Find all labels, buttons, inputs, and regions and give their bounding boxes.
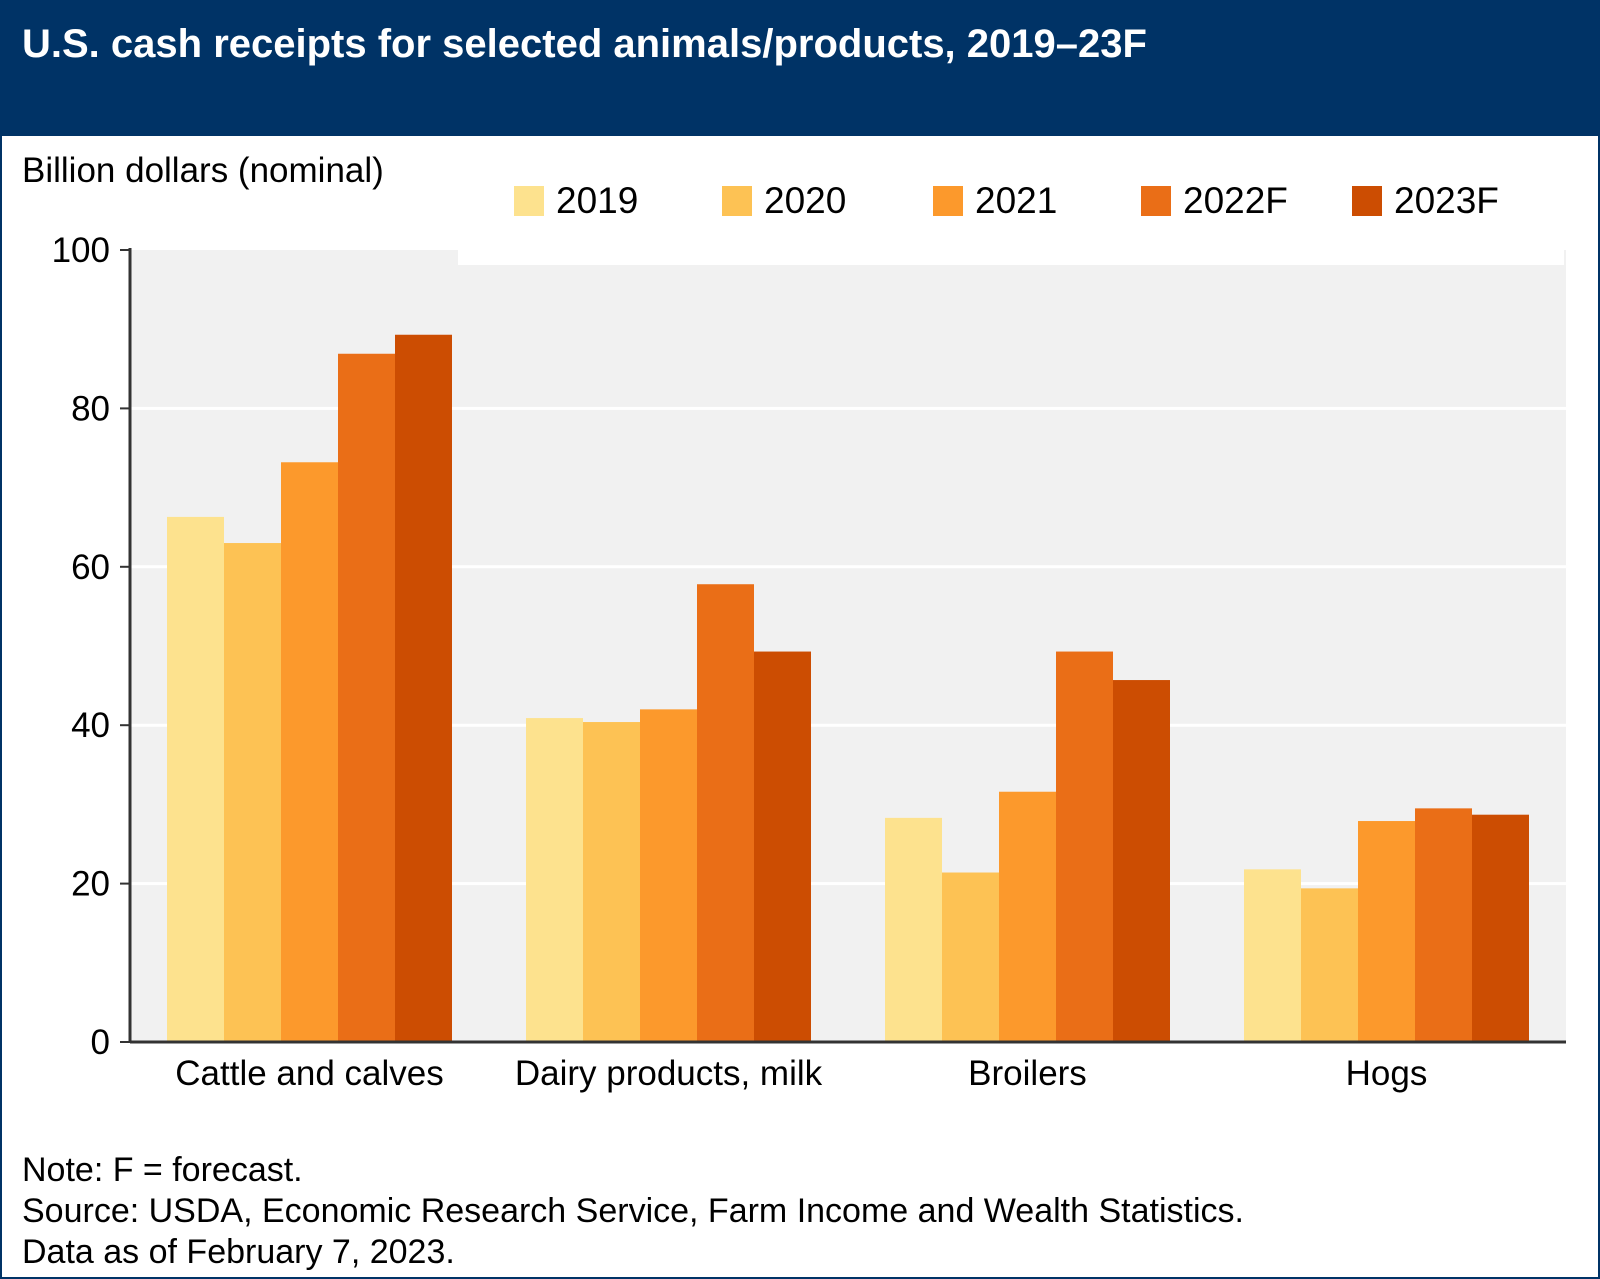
y-tick-label: 60: [71, 548, 110, 587]
title-bar: U.S. cash receipts for selected animals/…: [2, 2, 1598, 136]
bar-2019-2: [885, 817, 942, 1042]
bar-2020-1: [583, 722, 640, 1042]
legend-swatch-2019: [514, 186, 544, 216]
bar-2023f-1: [754, 651, 811, 1042]
legend-label-2022f: 2022F: [1183, 180, 1288, 221]
x-tick-label: Cattle and calves: [175, 1054, 443, 1093]
bar-2022f-0: [338, 353, 395, 1042]
bar-2021-2: [999, 791, 1056, 1042]
data-date-text: Data as of February 7, 2023.: [22, 1233, 455, 1271]
chart-notes: Note: F = forecast. Source: USDA, Econom…: [22, 1150, 1244, 1273]
legend-swatch-2021: [933, 186, 963, 216]
y-tick-label: 100: [52, 231, 110, 270]
legend: 2019 2020 2021 2022F 2023F: [2, 178, 1598, 226]
bar-2022f-2: [1056, 651, 1113, 1042]
bar-2021-1: [640, 709, 697, 1042]
legend-label-2021: 2021: [975, 180, 1058, 221]
legend-swatch-2022f: [1141, 186, 1171, 216]
y-axis-label: Billion dollars (nominal): [22, 151, 384, 190]
source-text: Source: USDA, Economic Research Service,…: [22, 1192, 1244, 1230]
legend-label-2019: 2019: [556, 180, 639, 221]
bar-2019-1: [526, 718, 583, 1042]
bar-2021-0: [281, 462, 338, 1043]
bar-2020-3: [1301, 888, 1358, 1042]
y-tick-label: 0: [91, 1023, 110, 1062]
y-tick-label: 40: [71, 706, 110, 745]
bar-2020-0: [224, 543, 281, 1042]
bar-2023f-3: [1472, 814, 1529, 1042]
bar-2019-3: [1244, 869, 1301, 1042]
y-tick-label: 80: [71, 389, 110, 428]
bar-2022f-3: [1415, 808, 1472, 1042]
bar-2021-3: [1358, 821, 1415, 1042]
y-tick-label: 20: [71, 865, 110, 904]
legend-label-2023f: 2023F: [1394, 180, 1499, 221]
x-tick-label: Broilers: [968, 1054, 1087, 1093]
bar-2023f-2: [1113, 680, 1170, 1042]
x-tick-label: Hogs: [1346, 1054, 1428, 1093]
bar-2023f-0: [395, 334, 452, 1042]
chart-title: U.S. cash receipts for selected animals/…: [22, 22, 1147, 66]
legend-swatch-2020: [722, 186, 752, 216]
note-text: Note: F = forecast.: [22, 1151, 303, 1189]
bar-2020-2: [942, 872, 999, 1042]
bar-2022f-1: [697, 584, 754, 1042]
legend-swatch-2023f: [1352, 186, 1382, 216]
legend-label-2020: 2020: [764, 180, 847, 221]
x-tick-label: Dairy products, milk: [515, 1054, 823, 1093]
plot-top-band: [458, 250, 1564, 265]
bar-2019-0: [167, 516, 224, 1042]
